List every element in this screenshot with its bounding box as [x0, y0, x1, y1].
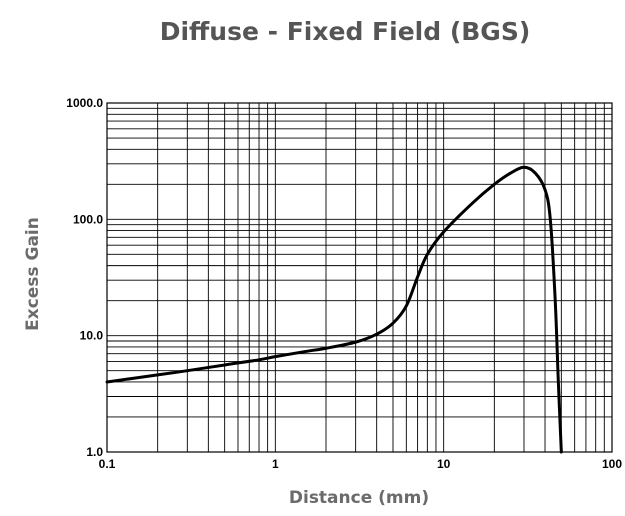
x-tick-label: 1 [272, 457, 279, 471]
x-tick-label: 10 [437, 457, 451, 471]
series-line [105, 165, 563, 454]
grid-lines [106, 103, 612, 453]
y-tick-label: 1000.0 [66, 96, 103, 110]
tick-labels: 0.1 1 10 100 1.0 10.0 100.0 1000.0 [66, 96, 622, 471]
y-tick-label: 10.0 [80, 329, 104, 343]
y-tick-label: 1.0 [86, 445, 103, 459]
chart-title: Diffuse - Fixed Field (BGS) [160, 17, 531, 46]
y-tick-label: 100.0 [73, 212, 103, 226]
x-tick-label: 100 [602, 457, 622, 471]
x-tick-label: 0.1 [99, 457, 116, 471]
plot-frame [106, 102, 613, 453]
y-axis-label: Excess Gain [23, 217, 43, 331]
x-axis-label: Distance (mm) [289, 488, 429, 508]
